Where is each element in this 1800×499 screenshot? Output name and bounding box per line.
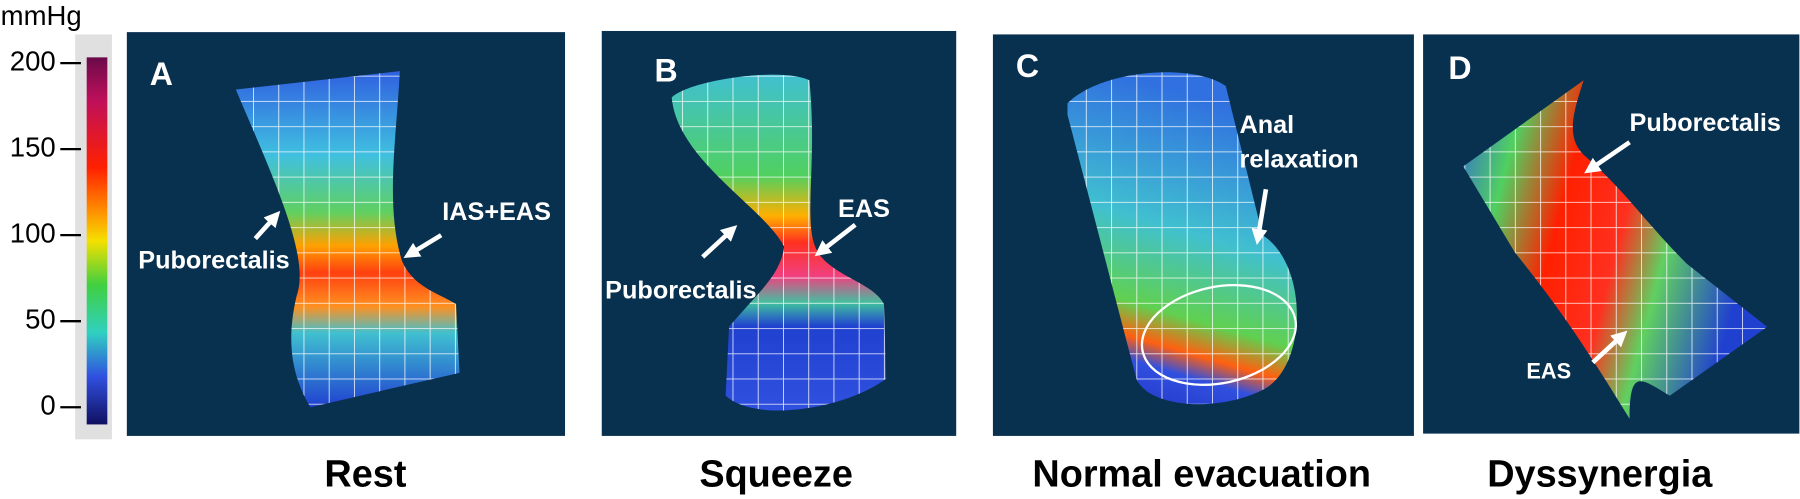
annotation: relaxation	[1240, 145, 1359, 173]
mesh	[1067, 72, 1297, 405]
panel-caption: Squeeze	[699, 453, 853, 495]
arrow	[1591, 330, 1628, 365]
arrow	[814, 223, 857, 257]
annotation: Puborectalis	[138, 246, 289, 274]
tick-label: 150	[10, 131, 56, 162]
panel-letter: D	[1448, 50, 1471, 86]
colorbar-unit: mmHg	[1, 0, 82, 31]
colorbar-ticks: 200 150 100 50 0	[10, 45, 81, 420]
arrow	[1584, 140, 1631, 174]
panel-caption: Dyssynergia	[1487, 453, 1713, 495]
mesh	[1463, 80, 1768, 419]
panel-letter: B	[655, 52, 678, 88]
mesh	[235, 71, 460, 408]
colorbar-gradient	[86, 57, 108, 425]
tick-label: 200	[10, 45, 56, 76]
colorbar: mmHg 200 150 100 50 0	[1, 0, 112, 440]
panel-d	[1423, 34, 1800, 434]
arrow	[1251, 188, 1269, 245]
panel-c	[992, 34, 1414, 436]
arrow	[253, 210, 281, 241]
tick-label: 100	[10, 217, 56, 248]
tick-label: 0	[40, 389, 55, 420]
panel-letter: C	[1016, 48, 1039, 84]
ring	[1140, 283, 1298, 386]
annotation: Puborectalis	[605, 276, 756, 304]
annotation: Anal	[1240, 111, 1295, 139]
annotation: IAS+EAS	[442, 198, 551, 226]
arrow	[701, 225, 738, 259]
tick-label: 50	[25, 303, 56, 334]
annotation: EAS	[1526, 359, 1571, 384]
panel-caption: Normal evacuation	[1032, 453, 1371, 495]
annotation: EAS	[838, 195, 890, 223]
panel-a	[126, 32, 566, 436]
panel-letter: A	[150, 56, 173, 92]
arrow	[403, 233, 443, 258]
panel-caption: Rest	[324, 453, 406, 495]
panel-b	[601, 30, 957, 436]
annotation: Puborectalis	[1630, 109, 1781, 137]
mesh	[671, 74, 887, 411]
